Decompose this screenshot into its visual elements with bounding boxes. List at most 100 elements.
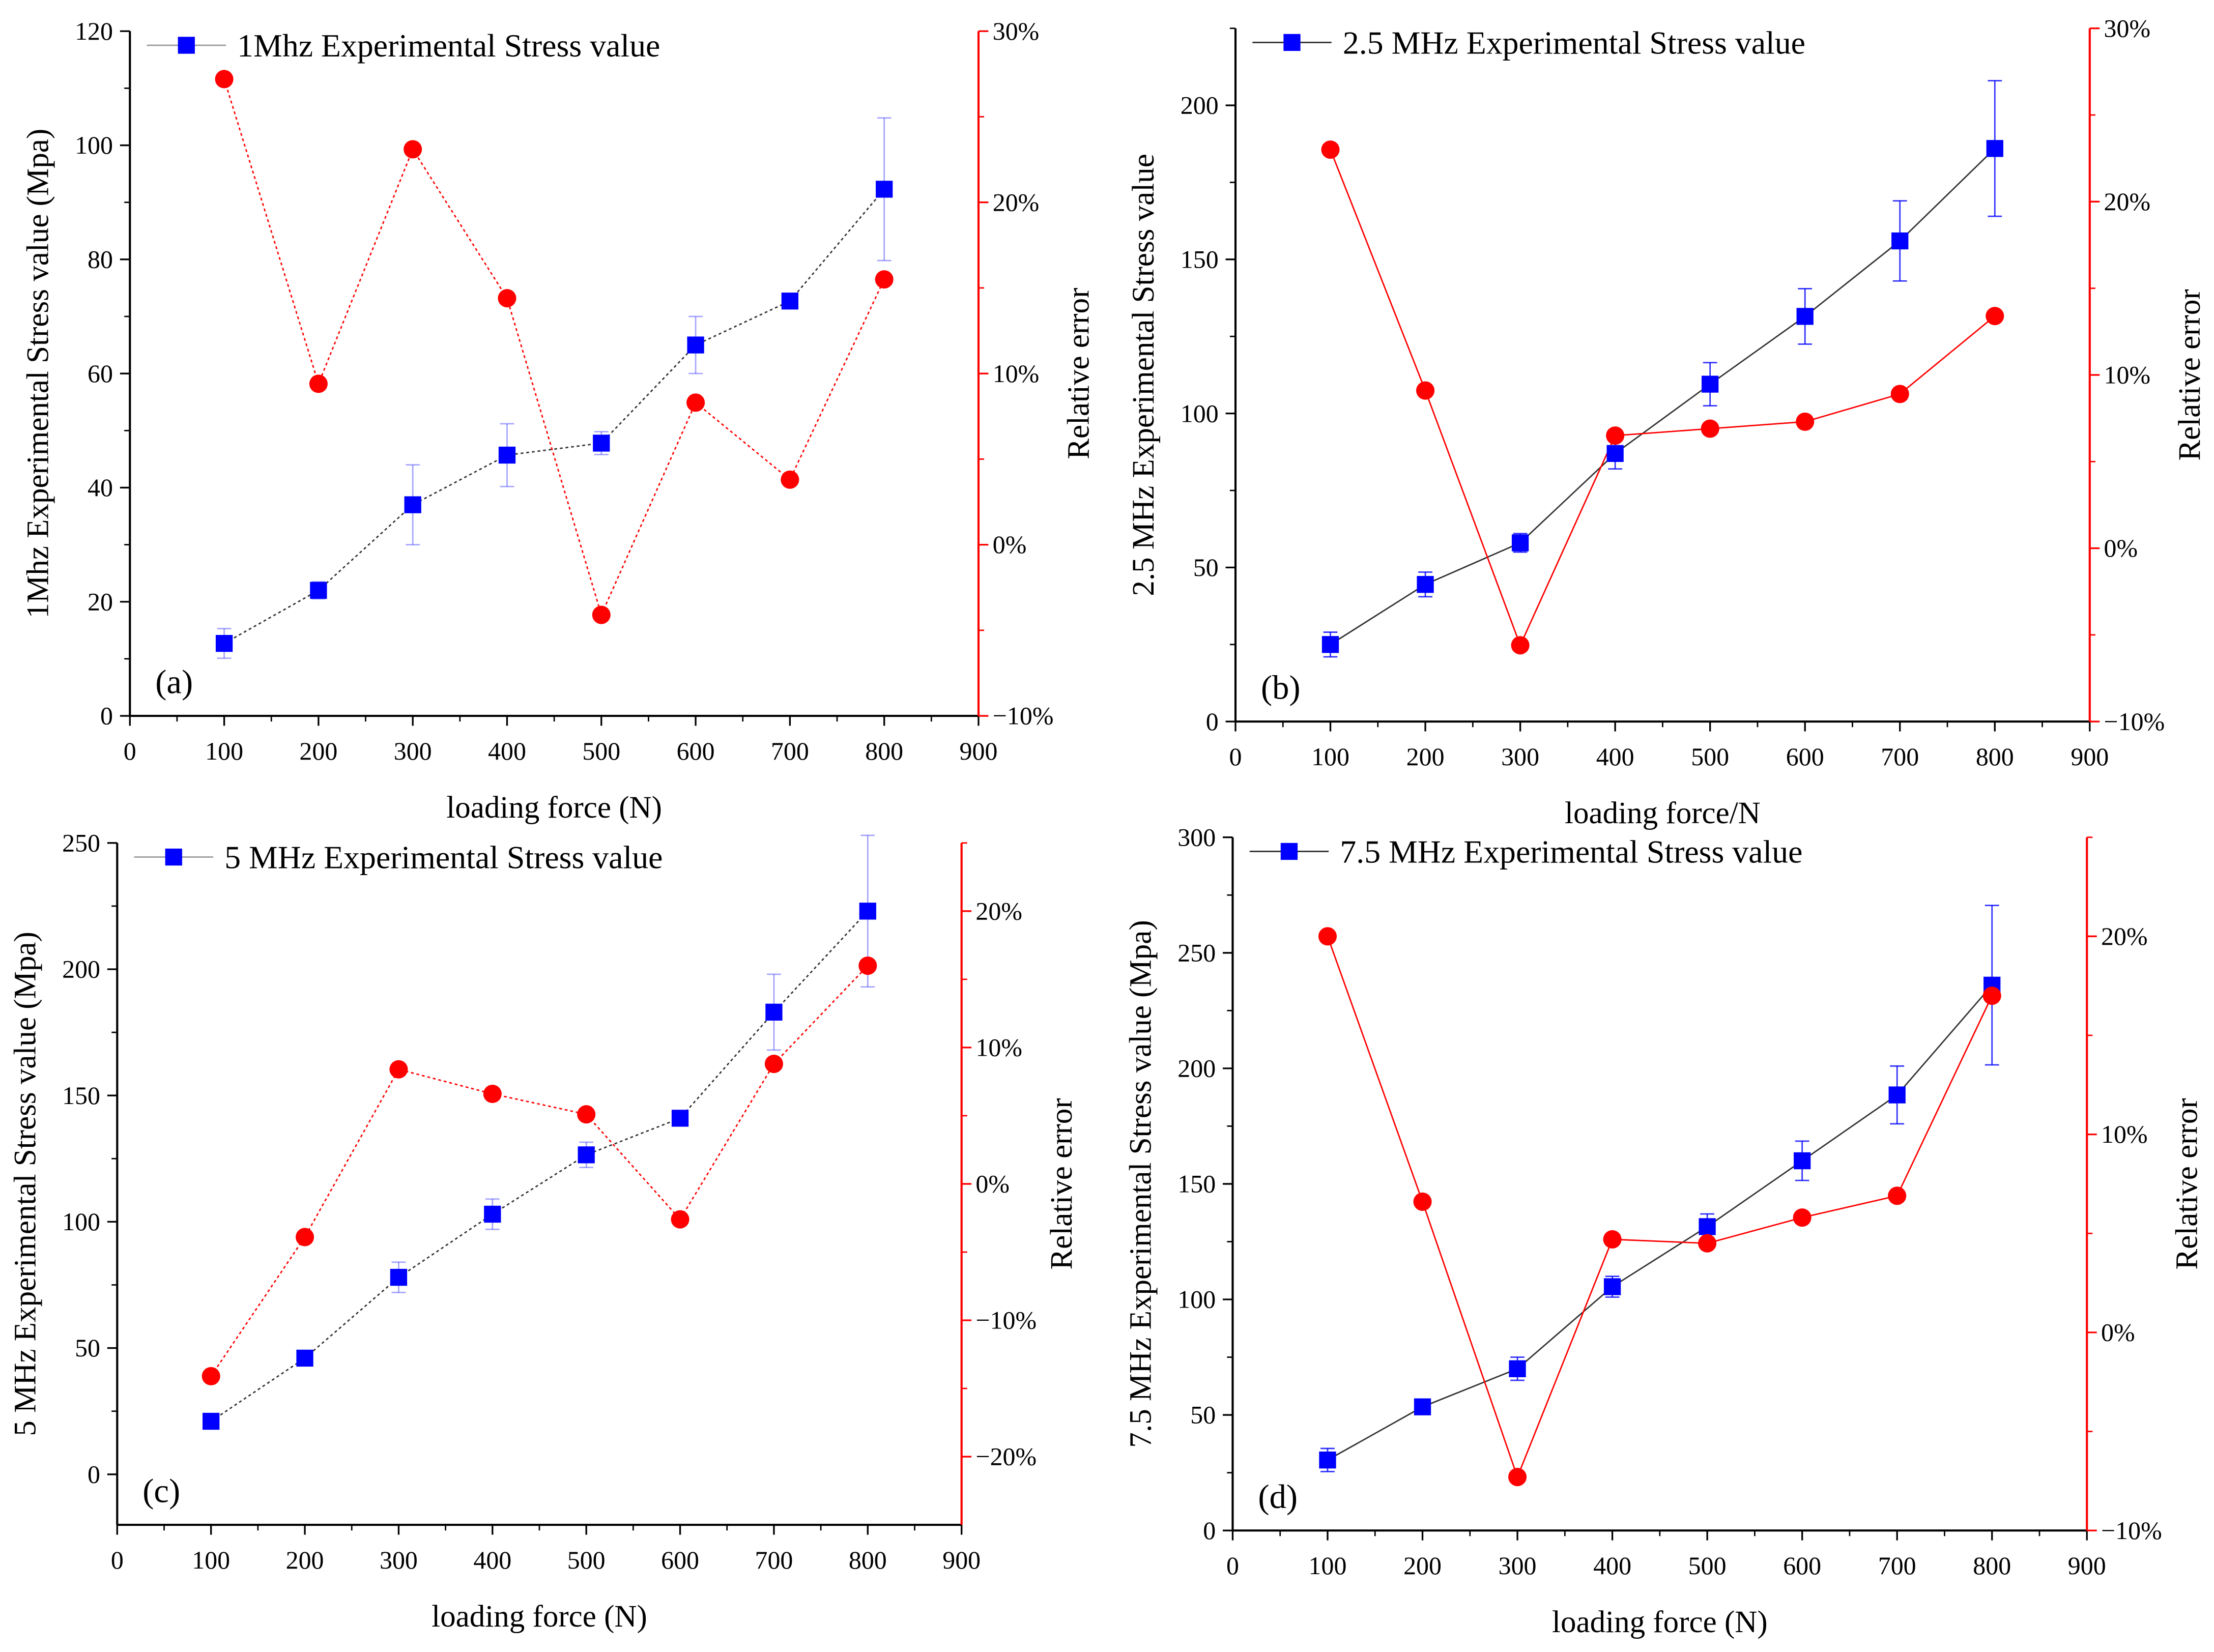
stress-point xyxy=(1888,1086,1906,1104)
error-point xyxy=(686,393,705,412)
panel-label: (c) xyxy=(142,1473,180,1510)
legend-marker xyxy=(1280,843,1298,860)
x-tick-label: 500 xyxy=(567,1546,606,1574)
stress-point xyxy=(687,336,704,354)
y2-tick-label: 20% xyxy=(2101,922,2148,950)
y2-tick-label: −20% xyxy=(975,1442,1037,1471)
stress-series-line xyxy=(210,910,869,1422)
y-axis-label: 2.5 MHz Experimental Stress value xyxy=(1127,154,1161,596)
stress-point xyxy=(1414,1398,1431,1415)
error-point xyxy=(1986,307,2004,326)
y-tick-label: 100 xyxy=(75,131,113,159)
y-tick-label: 50 xyxy=(1190,1401,1216,1429)
stress-point xyxy=(310,582,327,599)
y2-tick-label: −10% xyxy=(993,702,1054,730)
error-point xyxy=(671,1210,689,1229)
y-tick-label: 100 xyxy=(62,1207,100,1236)
y-tick-label: 0 xyxy=(1203,1516,1216,1545)
legend-marker xyxy=(178,37,195,54)
y2-tick-label: −10% xyxy=(975,1306,1037,1335)
error-point xyxy=(404,140,422,159)
stress-series-line xyxy=(1327,984,1993,1461)
x-tick-label: 600 xyxy=(661,1546,699,1574)
y-tick-label: 50 xyxy=(75,1334,100,1362)
x-tick-label: 400 xyxy=(1593,1551,1631,1580)
y2-axis-label: Relative error xyxy=(2170,1098,2204,1269)
chart-panel-a: 0 100 200 300 400 500 600 700 800 900 0 20 40 60 80 100… xyxy=(21,17,1096,825)
x-axis-label: loading force (N) xyxy=(446,791,662,825)
x-tick-label: 300 xyxy=(1501,742,1539,771)
stress-point xyxy=(390,1268,408,1286)
error-point xyxy=(1982,987,2001,1005)
x-tick-label: 200 xyxy=(286,1546,324,1574)
y2-tick-label: 0% xyxy=(993,530,1027,559)
legend-label: 5 MHz Experimental Stress value xyxy=(224,839,663,876)
stress-point xyxy=(1986,140,2003,157)
x-tick-label: 400 xyxy=(488,737,526,765)
x-tick-label: 700 xyxy=(755,1546,793,1574)
y-tick-label: 200 xyxy=(1177,1054,1216,1083)
y2-tick-label: 10% xyxy=(2101,1120,2148,1148)
chart-panel-c: 0 100 200 300 400 500 600 700 800 900 0 50 100 150 200… xyxy=(8,828,1079,1633)
x-tick-label: 900 xyxy=(2071,742,2109,771)
error-point xyxy=(1318,927,1337,946)
error-point xyxy=(1890,385,1909,403)
x-axis-label: loading force/N xyxy=(1565,796,1761,830)
error-series-line xyxy=(1330,149,1996,647)
y-tick-label: 150 xyxy=(1177,1170,1216,1198)
x-tick-label: 800 xyxy=(849,1546,887,1574)
chart-panel-b: 0 100 200 300 400 500 600 700 800 900 0 50 100 150 200… xyxy=(1127,14,2207,830)
error-point xyxy=(483,1084,502,1104)
y-axis-label: 1Mhz Experimental Stress value (Mpa) xyxy=(21,129,55,619)
stress-point xyxy=(1603,1278,1621,1295)
error-point xyxy=(858,957,877,975)
legend-label: 7.5 MHz Experimental Stress value xyxy=(1340,834,1802,870)
error-point xyxy=(309,374,328,393)
x-axis-label: loading force (N) xyxy=(1552,1605,1768,1639)
error-series-line xyxy=(1327,936,1993,1480)
x-tick-label: 400 xyxy=(1596,742,1634,771)
y2-tick-label: 0% xyxy=(2104,534,2138,562)
y-tick-label: 250 xyxy=(62,828,100,857)
x-tick-label: 100 xyxy=(1309,1551,1347,1580)
stress-point xyxy=(593,434,610,452)
y2-axis-label: Relative error xyxy=(1045,1098,1079,1269)
y-tick-label: 200 xyxy=(1181,91,1219,120)
x-tick-label: 200 xyxy=(1403,1551,1442,1580)
y-tick-label: 100 xyxy=(1177,1285,1216,1314)
error-point xyxy=(1888,1186,1907,1205)
y2-tick-label: 20% xyxy=(2104,187,2151,216)
error-point xyxy=(498,289,516,308)
stress-point xyxy=(671,1110,689,1127)
x-tick-label: 600 xyxy=(1786,742,1824,771)
y-tick-label: 250 xyxy=(1177,938,1216,967)
error-point xyxy=(875,270,894,289)
panel-label: (a) xyxy=(155,664,193,701)
x-tick-label: 300 xyxy=(394,737,432,765)
x-tick-label: 100 xyxy=(1311,742,1349,771)
x-tick-label: 400 xyxy=(473,1546,511,1574)
error-point xyxy=(1511,636,1530,655)
stress-point xyxy=(1796,308,1814,325)
x-tick-label: 600 xyxy=(1783,1551,1821,1580)
x-tick-label: 100 xyxy=(192,1546,230,1574)
error-point xyxy=(1321,140,1340,159)
error-point xyxy=(215,70,234,89)
y2-tick-label: 30% xyxy=(993,17,1040,45)
error-point xyxy=(764,1055,783,1074)
error-point xyxy=(202,1367,220,1385)
error-point xyxy=(1413,1192,1432,1211)
x-tick-label: 700 xyxy=(1881,742,1919,771)
x-tick-label: 500 xyxy=(1688,1551,1727,1580)
x-tick-label: 0 xyxy=(111,1546,124,1574)
x-axis-label: loading force (N) xyxy=(432,1600,647,1634)
chart-panel-d: 0 100 200 300 400 500 600 700 800 900 0 50 100 150 200… xyxy=(1124,823,2204,1639)
error-point xyxy=(781,470,799,489)
y-axis-label: 5 MHz Experimental Stress value (Mpa) xyxy=(8,932,42,1436)
x-tick-label: 0 xyxy=(1226,1551,1239,1580)
y-tick-label: 200 xyxy=(62,955,100,983)
error-point xyxy=(1793,1208,1812,1227)
y-tick-label: 20 xyxy=(88,587,113,616)
legend-marker xyxy=(1283,34,1301,51)
